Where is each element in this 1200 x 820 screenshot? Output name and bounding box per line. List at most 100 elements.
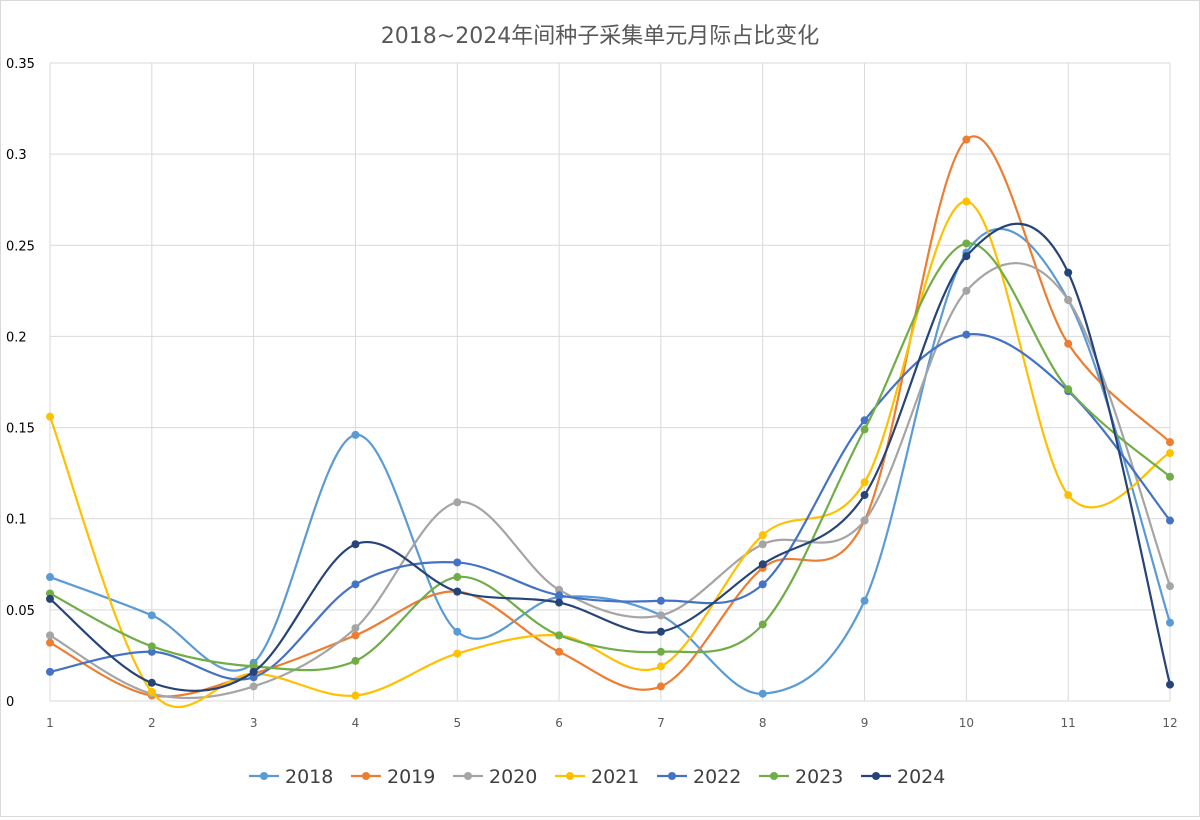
data-point [46, 573, 54, 582]
data-point [758, 620, 767, 629]
legend-marker [464, 772, 472, 780]
data-point [46, 638, 54, 647]
data-point [249, 673, 258, 682]
y-tick-label: 0 [6, 695, 14, 710]
legend-item-2019: 2019 [351, 766, 435, 788]
legend-item-2022: 2022 [657, 766, 741, 788]
data-point [962, 239, 971, 248]
data-point [656, 647, 665, 656]
series-line [48, 200, 1171, 708]
data-point [656, 611, 665, 620]
data-point [962, 286, 971, 295]
y-tick-label: 0.05 [6, 604, 35, 619]
legend-item-2021: 2021 [555, 766, 639, 788]
data-point [46, 631, 54, 640]
data-point [249, 667, 258, 676]
data-point [656, 596, 665, 605]
data-point [1166, 680, 1174, 689]
data-point [147, 687, 156, 696]
data-point [758, 689, 767, 698]
legend-marker [566, 772, 574, 780]
y-tick-label: 0.1 [6, 513, 27, 528]
legend-item-2023: 2023 [759, 766, 843, 788]
data-point [1166, 582, 1174, 591]
series-line [49, 222, 1172, 692]
x-tick-label: 6 [555, 716, 563, 730]
data-point [555, 585, 564, 594]
legend-label: 2020 [489, 766, 537, 788]
x-tick-label: 4 [352, 716, 360, 730]
data-point [758, 560, 767, 569]
data-point [656, 627, 665, 636]
gridlines [49, 62, 1171, 702]
data-point [555, 647, 564, 656]
x-tick-label: 8 [759, 716, 767, 730]
x-tick-label: 5 [453, 716, 461, 730]
series-line [49, 242, 1171, 672]
y-tick-label: 0.35 [6, 57, 35, 72]
data-point [1064, 268, 1073, 277]
data-point [962, 252, 971, 261]
legend-marker [770, 772, 778, 780]
data-point [860, 596, 869, 605]
data-point [351, 580, 360, 589]
legend-marker [260, 772, 268, 780]
legend-item-2024: 2024 [861, 766, 945, 788]
data-point [249, 682, 258, 691]
y-axis-ticks: 0 0.05 0.1 0.15 0.2 0.25 0.3 0.35 [6, 57, 35, 710]
data-point [147, 647, 156, 656]
data-point [962, 197, 971, 206]
data-point [249, 662, 258, 671]
data-point [351, 540, 360, 549]
legend-marker [668, 772, 676, 780]
data-point [1166, 516, 1174, 525]
data-point [860, 478, 869, 487]
data-point [1064, 491, 1073, 500]
data-point [1166, 438, 1174, 447]
data-point [453, 558, 462, 567]
series-2021 [46, 197, 1174, 708]
data-point [453, 573, 462, 582]
data-point [656, 662, 665, 671]
x-tick-label: 1 [46, 716, 54, 730]
data-point [453, 649, 462, 658]
x-tick-label: 11 [1061, 716, 1076, 730]
data-point [860, 425, 869, 434]
legend-marker [872, 772, 880, 780]
series-2022 [46, 330, 1174, 682]
data-point [46, 589, 54, 598]
legend-label: 2021 [591, 766, 639, 788]
data-point [1064, 385, 1073, 394]
y-tick-label: 0.2 [6, 330, 27, 345]
data-point [46, 667, 54, 676]
data-point [555, 631, 564, 640]
chart-title: 2018~2024年间种子采集单元月际占比变化 [381, 24, 819, 49]
x-axis-ticks: 1 2 3 4 5 6 7 8 9 10 11 12 [46, 716, 1177, 730]
data-point [351, 624, 360, 633]
data-point [1166, 618, 1174, 627]
data-point [147, 611, 156, 620]
data-point [46, 594, 54, 603]
legend: 2018 2019 2020 2021 2022 2023 2024 [249, 766, 945, 788]
data-point [758, 580, 767, 589]
series-2019 [46, 135, 1174, 700]
data-point [555, 598, 564, 607]
data-point [1064, 295, 1073, 304]
series-2024 [46, 222, 1174, 692]
legend-label: 2023 [795, 766, 843, 788]
series-2018 [46, 227, 1174, 698]
data-point [1064, 339, 1073, 348]
x-tick-label: 10 [959, 716, 974, 730]
data-point [351, 656, 360, 665]
data-point [860, 491, 869, 500]
y-tick-label: 0.25 [6, 239, 35, 254]
data-point [656, 682, 665, 691]
data-point [46, 412, 54, 421]
data-point [351, 430, 360, 439]
legend-marker [362, 772, 370, 780]
x-tick-label: 2 [148, 716, 156, 730]
series-line [49, 262, 1172, 700]
data-point [351, 631, 360, 640]
legend-label: 2022 [693, 766, 741, 788]
legend-label: 2019 [387, 766, 435, 788]
